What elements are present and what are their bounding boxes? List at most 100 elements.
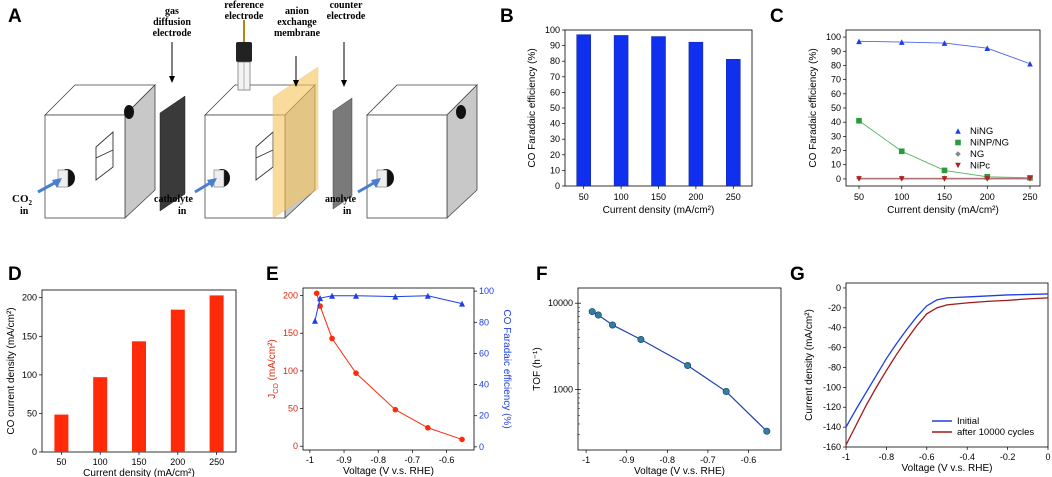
chart-d-ytick-label: 50 (27, 408, 37, 418)
chart-c-ytick-label: 80 (831, 60, 841, 70)
chart-b-bar-100 (613, 35, 629, 187)
chart-c-ytick-label: 70 (831, 75, 841, 85)
chart-e-point-fe (317, 295, 324, 302)
chart-c-xtick-label: 150 (937, 192, 952, 202)
chart-g-ytick-label: -100 (823, 382, 841, 392)
chart-g-xlabel: Voltage (V v.s. RHE) (902, 463, 993, 474)
chart-g-ytick-label: -60 (828, 343, 841, 353)
label-electrode-ref: electrode (225, 11, 264, 22)
label-anolyte-in: in (343, 206, 352, 217)
label-membrane: membrane (274, 28, 321, 39)
chart-b-ytick-label: 80 (550, 56, 560, 66)
label-anolyte: anolyte (325, 194, 357, 205)
chart-f: 1000 10000 -1 -0.9 -0.8 -0.7 -0.6 Voltage (V v.… (532, 287, 782, 477)
chart-b-ytick-label: 30 (550, 134, 560, 144)
chart-d-ytick-label: 200 (22, 293, 37, 303)
chart-c-point-NiPc (856, 176, 862, 182)
chart-c: 0 10 20 30 40 50 60 70 80 90 100 50 100 150 200 250 NiNG… (808, 29, 1041, 216)
chart-d-bar-250 (209, 295, 224, 452)
chart-d-ytick-label: 100 (22, 370, 37, 380)
label-co2: CO2 (12, 193, 33, 207)
chart-c-legend-NiNG: NiNG (970, 126, 993, 137)
chart-e-xtick-label: -0.9 (336, 455, 352, 465)
chart-f-line (591, 311, 768, 432)
chart-c-legend-marker-NiNG (955, 128, 961, 134)
panel-letter-a: A (8, 6, 22, 27)
panel-letter-g: G (790, 264, 805, 285)
label-diffusion: diffusion (153, 17, 191, 28)
chart-b-bar-250 (726, 59, 741, 187)
chart-d-bar-100 (93, 377, 108, 452)
chart-e: 0 50 100 150 200 0 20 40 60 80 100 -1 -0.9 -0.8 -0.7 -0… (267, 286, 512, 477)
chart-c-ytick-label: 20 (831, 146, 841, 156)
chart-e-point-fe (459, 300, 466, 307)
chart-b-ytick-label: 60 (550, 87, 560, 97)
chart-d-ytick-label: 150 (22, 331, 37, 341)
chart-e-yright-tick-label: 20 (479, 411, 489, 421)
chart-c-legend-NG: NG (970, 149, 984, 160)
chart-c-frame (845, 29, 1041, 187)
chart-f-point (594, 311, 602, 319)
label-electrode-counter: electrode (327, 11, 366, 22)
chart-c-point-NiNP/NG (941, 167, 948, 174)
chart-c-point-NiNG (1027, 60, 1033, 67)
panel-letter-b: B (500, 6, 514, 27)
chart-e-xtick-label: -0.8 (370, 455, 386, 465)
chart-g-xtick-label: -1 (842, 452, 850, 462)
chart-c-point-NiNG (898, 39, 905, 45)
chart-g-ytick-label: -80 (828, 362, 841, 372)
label-exchange: exchange (277, 17, 317, 28)
chart-c-xtick-label: 250 (1022, 192, 1037, 202)
chart-d-xtick-label: 150 (131, 457, 146, 467)
chart-d-xtick-label: 100 (93, 457, 108, 467)
chart-g-ytick-label: -160 (823, 442, 841, 452)
chart-f-xtick-label: -1 (582, 455, 590, 465)
chart-e-point-jco (313, 290, 320, 297)
chart-g-ylabel: Current density (mA/cm²) (804, 309, 815, 421)
chart-e-frame (302, 287, 475, 451)
chart-f-ylabel: TOF (h⁻¹) (532, 347, 543, 390)
label-catholyte: catholyte (154, 194, 193, 205)
chart-c-point-NiPc (941, 176, 948, 182)
chart-d-ylabel: CO current density (mA/cm²) (6, 307, 17, 434)
chart-g-ytick-label: -40 (828, 323, 841, 333)
chart-e-ylabel-left: JCO (mA/cm²) (267, 339, 280, 398)
chart-c-point-NiPc (984, 176, 991, 182)
chart-b-xtick-label: 150 (651, 192, 666, 202)
label-anion: anion (285, 6, 309, 17)
chart-g-legend-label-1: after 10000 cycles (957, 427, 1034, 438)
chart-f-point (637, 336, 645, 344)
chart-e-yleft-tick-label: 100 (283, 366, 298, 376)
chart-b-ytick-label: 20 (550, 150, 560, 160)
chart-f-xtick-label: -0.7 (700, 455, 716, 465)
chart-c-xtick-label: 100 (894, 192, 909, 202)
panel-letter-f: F (536, 264, 548, 285)
chart-e-yright-tick-label: 80 (479, 317, 489, 327)
chart-e-xtick-label: -1 (306, 455, 314, 465)
chart-e-xtick-label: -0.6 (439, 455, 455, 465)
chart-e-point-fe (392, 293, 399, 300)
chart-c-ytick-label: 90 (831, 46, 841, 56)
anion-exchange-membrane (272, 66, 319, 219)
chart-c-point-NiNP/NG (898, 148, 905, 155)
panel-letter-d: D (8, 264, 22, 285)
chart-g-line-1 (845, 297, 1049, 446)
panel-letter-c: C (770, 6, 784, 27)
label-electrode-gde: electrode (153, 28, 192, 39)
chart-g-ytick-label: -140 (823, 422, 841, 432)
chart-b-bar-150 (651, 36, 666, 187)
chart-b-bar-200 (688, 41, 704, 187)
chart-d-bar-150 (132, 341, 146, 452)
chart-f-frame (577, 287, 782, 451)
chart-b-ytick-label: 10 (550, 165, 560, 175)
chart-c-point-NiNG (984, 45, 991, 51)
chart-c-xtick-label: 50 (854, 192, 864, 202)
chart-b-ytick-label: 100 (545, 25, 560, 35)
chart-f-point (609, 321, 617, 329)
chart-c-xlabel: Current density (mA/cm²) (887, 205, 999, 216)
chart-f-point (722, 388, 730, 396)
chart-b-ytick-label: 90 (550, 41, 560, 51)
chart-b-ytick-label: 70 (550, 72, 560, 82)
chart-b-ylabel: CO Faradaic efficiency (%) (527, 48, 538, 167)
